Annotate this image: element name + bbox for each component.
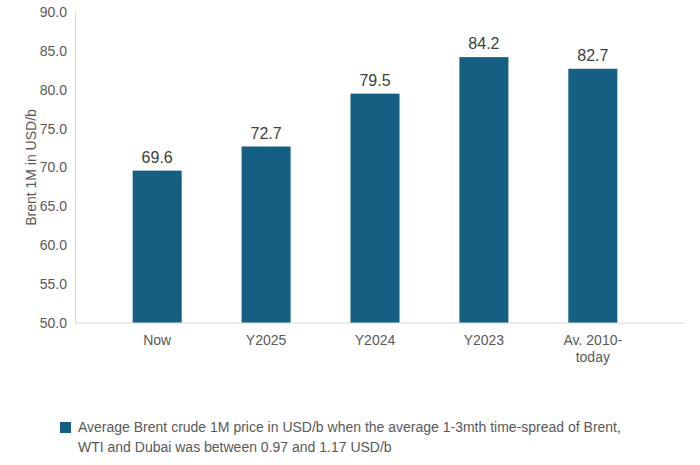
y-axis-line	[75, 13, 76, 324]
x-tick-label: Av. 2010-today	[564, 332, 623, 365]
chart: 50.0 55.0 60.0 65.0 70.0 75.0 80.0 85.0 90.0 Bren…	[0, 0, 700, 465]
y-tick-label: 60.0	[40, 237, 67, 253]
bar	[133, 171, 182, 323]
y-tick-label: 90.0	[40, 4, 67, 20]
x-tick: Av. 2010-today	[564, 332, 623, 365]
y-tick: 75.0	[40, 121, 75, 137]
text-line: today	[576, 349, 610, 365]
text-line: WTI and Dubai was between 0.97 and 1.17 …	[78, 439, 392, 455]
bar	[242, 147, 291, 323]
text-line: Now	[143, 332, 172, 348]
bar	[459, 57, 508, 323]
legend-label: Average Brent crude 1M price in USD/b wh…	[78, 419, 621, 455]
text-line: Average Brent crude 1M price in USD/b wh…	[78, 419, 621, 435]
y-axis-title: Brent 1M in USD/b	[23, 109, 39, 226]
x-tick: Y2023	[464, 332, 505, 348]
y-tick: 85.0	[40, 43, 75, 59]
data-label: 72.7	[251, 125, 282, 142]
y-tick: 65.0	[40, 198, 75, 214]
y-tick: 50.0	[40, 315, 75, 331]
y-tick-label: 55.0	[40, 276, 67, 292]
y-axis: 50.0 55.0 60.0 65.0 70.0 75.0 80.0 85.0 90.0	[40, 4, 76, 331]
y-tick: 70.0	[40, 159, 75, 175]
x-axis-line	[75, 323, 685, 324]
text-line: Y2023	[464, 332, 505, 348]
x-tick: Y2024	[355, 332, 396, 348]
x-tick: Now	[143, 332, 172, 348]
x-tick-label: Now	[143, 332, 172, 348]
bar	[568, 69, 617, 323]
data-label: 82.7	[577, 47, 608, 64]
y-tick: 80.0	[40, 82, 75, 98]
data-label: 79.5	[359, 72, 390, 89]
y-tick-label: 50.0	[40, 315, 67, 331]
x-tick-label: Y2024	[355, 332, 396, 348]
data-label: 69.6	[142, 149, 173, 166]
y-tick: 90.0	[40, 4, 75, 20]
data-labels: 69.6 72.7 79.5 84.2 82.7	[142, 35, 609, 166]
y-tick-label: 85.0	[40, 43, 67, 59]
y-tick-label: 75.0	[40, 121, 67, 137]
bar	[350, 94, 399, 323]
y-tick: 60.0	[40, 237, 75, 253]
legend-swatch	[60, 422, 71, 433]
text-line: Av. 2010-	[564, 332, 623, 348]
bars	[133, 57, 618, 323]
x-tick-label: Y2025	[246, 332, 287, 348]
y-tick-label: 65.0	[40, 198, 67, 214]
x-axis: Now Y2025 Y2024 Y2023 Av. 2010-today	[75, 323, 685, 365]
legend: Average Brent crude 1M price in USD/b wh…	[60, 419, 621, 455]
text-line: Y2024	[355, 332, 396, 348]
x-tick: Y2025	[246, 332, 287, 348]
y-tick-label: 80.0	[40, 82, 67, 98]
text-line: Y2025	[246, 332, 287, 348]
y-tick: 55.0	[40, 276, 75, 292]
x-tick-label: Y2023	[464, 332, 505, 348]
y-tick-label: 70.0	[40, 159, 67, 175]
data-label: 84.2	[468, 35, 499, 52]
